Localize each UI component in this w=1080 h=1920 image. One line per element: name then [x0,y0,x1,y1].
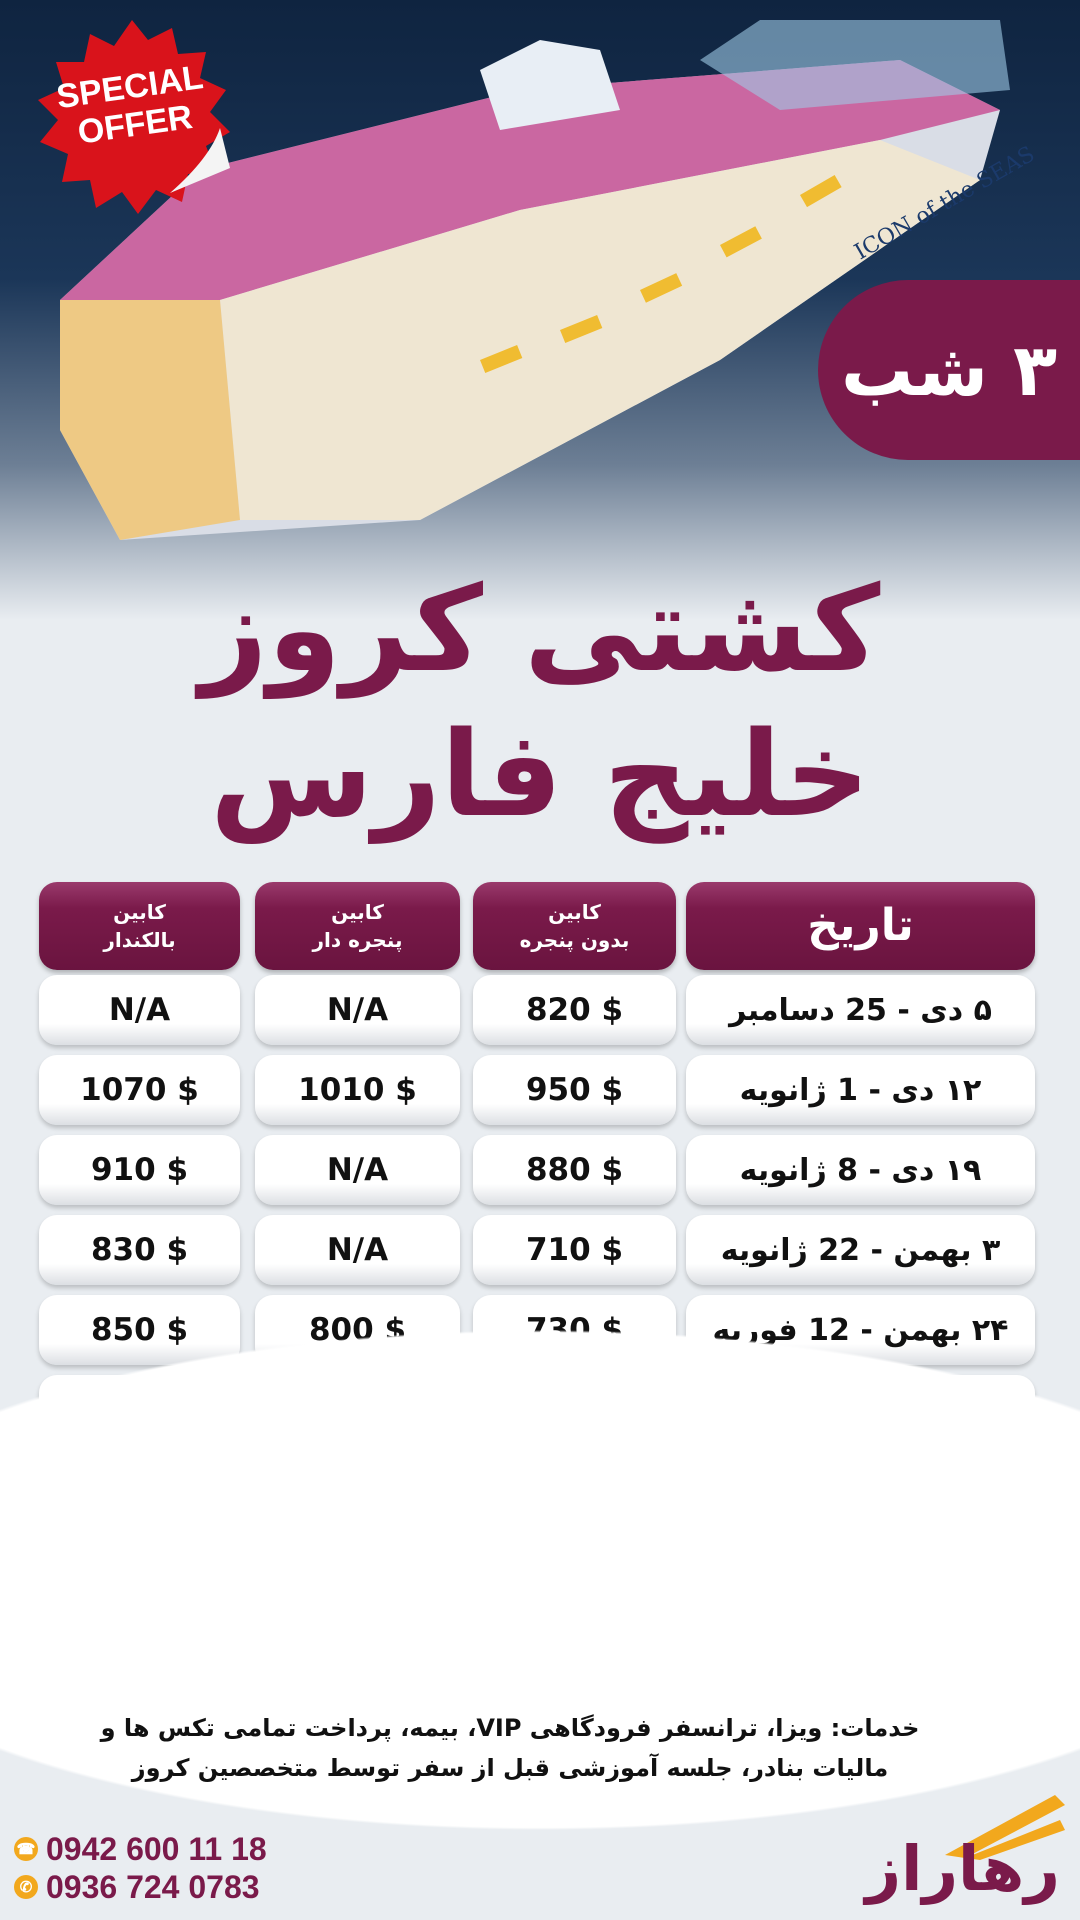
page-title-line1: کشتی کروز [199,560,881,698]
cell-no-window: 820 $ [473,975,676,1045]
cell-balcony: N/A [39,975,240,1045]
cell-balcony: 1070 $ [39,1055,240,1125]
cell-date: ۳ بهمن - 22 ژانویه [686,1215,1035,1285]
cell-no-window: 710 $ [473,1215,676,1285]
starburst-icon [38,20,230,214]
phone-2[interactable]: ✆ 0936 724 0783 [14,1868,267,1906]
services-line2: مالیات بنادر، جلسه آموزشی قبل از سفر توس… [131,1754,889,1782]
phone-1-number: 0942 600 11 18 [46,1830,267,1867]
header-balcony-cabin: کابین بالکندار [39,882,240,970]
cell-date: ۱۹ دی - 8 ژانویه [686,1135,1035,1205]
cell-no-window: 950 $ [473,1055,676,1125]
wing-icon [945,1795,1065,1860]
phone-1[interactable]: ☎ 0942 600 11 18 [14,1830,267,1868]
page-title-line2: خلیج فارس [210,705,870,843]
brand-name: رهاراز [865,1832,1060,1905]
nights-badge: ۳ شب [818,280,1080,460]
cell-date: ۱۲ دی - 1 ژانویه [686,1055,1035,1125]
cell-window: 1010 $ [255,1055,460,1125]
header-line: کابین [548,900,601,924]
header-line: کابین [331,900,384,924]
footer-background [0,1330,1080,1830]
header-line: پنجره دار [312,928,403,952]
cell-date: ۵ دی - 25 دسامبر [686,975,1035,1045]
header-line: کابین [113,900,166,924]
cell-window: N/A [255,1215,460,1285]
services-line1: خدمات: ویزا، ترانسفر فرودگاهی VIP، بیمه،… [100,1714,920,1742]
cell-window: N/A [255,1135,460,1205]
header-line: بالکندار [103,928,176,952]
cell-no-window: 880 $ [473,1135,676,1205]
brand-logo: رهاراز [865,1790,1070,1905]
phone-2-number: 0936 724 0783 [46,1868,260,1905]
whatsapp-icon: ✆ [14,1875,38,1899]
cruise-ship-illustration: ICON of the SEAS [60,20,1039,540]
header-date: تاریخ [686,882,1035,970]
contact-phones: ☎ 0942 600 11 18 ✆ 0936 724 0783 [14,1830,267,1906]
header-line: تاریخ [807,900,914,951]
header-line: بدون پنجره [519,928,630,952]
header-no-window-cabin: کابین بدون پنجره [473,882,676,970]
cell-balcony: 910 $ [39,1135,240,1205]
cell-window: N/A [255,975,460,1045]
cell-balcony: 830 $ [39,1215,240,1285]
phone-ringing-icon: ☎ [14,1837,38,1861]
header-window-cabin: کابین پنجره دار [255,882,460,970]
services-text: خدمات: ویزا، ترانسفر فرودگاهی VIP، بیمه،… [60,1708,960,1788]
hero-ship-image: ICON of the SEAS [0,0,1080,620]
special-offer-badge: SPECIAL OFFER [30,18,235,218]
